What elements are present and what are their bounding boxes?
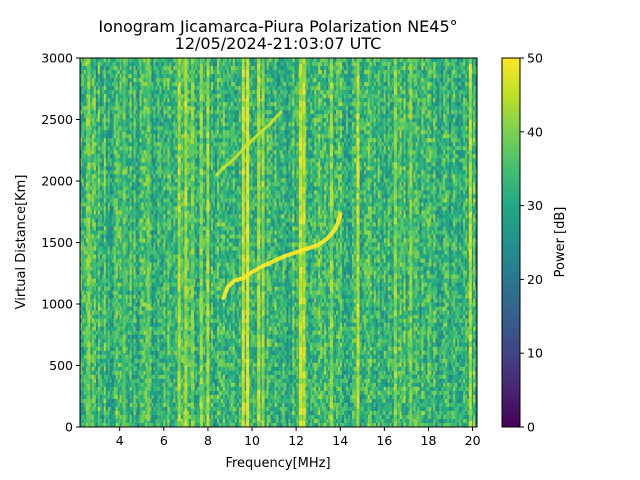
plot-area xyxy=(80,58,478,428)
chart-subtitle: 12/05/2024-21:03:07 UTC xyxy=(175,34,382,53)
